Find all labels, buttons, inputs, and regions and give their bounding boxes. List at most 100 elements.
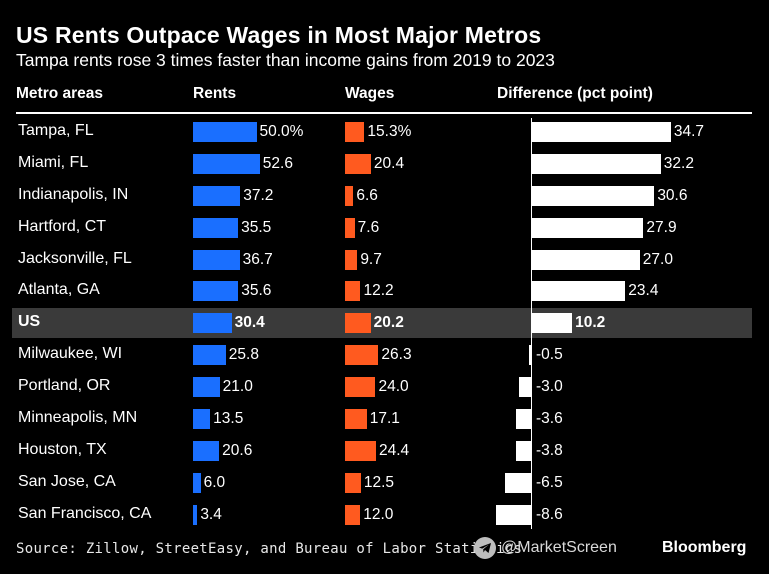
difference-value: -6.5 — [536, 473, 563, 491]
rents-value: 25.8 — [228, 346, 259, 364]
wages-value: 20.2 — [373, 314, 404, 332]
wages-value: 12.0 — [363, 505, 394, 523]
difference-value: 32.2 — [663, 154, 694, 172]
chart-title: US Rents Outpace Wages in Most Major Met… — [16, 22, 542, 48]
difference-value: 34.7 — [673, 122, 704, 140]
rents-value: 21.0 — [222, 378, 253, 396]
row-label: Jacksonville, FL — [18, 249, 132, 267]
difference-value: -3.8 — [536, 441, 563, 459]
rents-value: 13.5 — [213, 410, 244, 428]
rents-bar — [193, 345, 226, 366]
rents-value: 50.0% — [259, 122, 304, 140]
wages-bar — [345, 249, 358, 270]
difference-bar — [531, 217, 644, 238]
rents-bar — [193, 185, 241, 206]
wages-value: 24.0 — [378, 378, 409, 396]
row-label: Tampa, FL — [18, 121, 94, 139]
watermark-text: @MarketScreen — [501, 539, 617, 556]
header-rule — [16, 112, 752, 114]
wages-value: 12.2 — [363, 282, 394, 300]
rents-bar — [193, 281, 239, 302]
rents-bar — [193, 249, 240, 270]
bloomberg-logo: Bloomberg — [662, 539, 747, 556]
difference-bar — [516, 409, 531, 430]
row-label: San Jose, CA — [18, 472, 116, 490]
difference-bar — [528, 345, 531, 366]
row-label: Miami, FL — [18, 153, 89, 171]
wages-bar — [345, 472, 361, 493]
wages-bar — [345, 345, 379, 366]
wages-value: 26.3 — [381, 346, 412, 364]
wages-value: 17.1 — [369, 410, 400, 428]
rents-value: 37.2 — [243, 186, 274, 204]
difference-zero-axis — [531, 118, 532, 529]
difference-value: 30.6 — [657, 186, 688, 204]
wages-bar — [345, 121, 365, 142]
chart-subtitle: Tampa rents rose 3 times faster than inc… — [16, 50, 555, 70]
rents-value: 20.6 — [222, 441, 253, 459]
wages-value: 12.5 — [363, 473, 395, 491]
source-note: Source: Zillow, StreetEasy, and Bureau o… — [16, 541, 523, 557]
rents-bar — [193, 153, 260, 174]
column-header-wages: Wages — [345, 85, 395, 102]
wages-bar — [345, 440, 376, 461]
highlight-band — [12, 308, 752, 339]
difference-bar — [531, 185, 655, 206]
difference-bar — [531, 281, 626, 302]
rents-bar — [193, 313, 232, 334]
wages-bar — [345, 313, 371, 334]
watermark: @MarketScreen — [474, 536, 617, 560]
rents-bar — [193, 472, 201, 493]
wages-value: 15.3% — [367, 122, 412, 140]
difference-bar — [496, 504, 531, 525]
row-label: Milwaukee, WI — [18, 345, 123, 363]
rents-value: 3.4 — [200, 505, 222, 523]
column-header-rents: Rents — [193, 85, 237, 102]
difference-bar — [518, 377, 531, 398]
rents-value: 35.6 — [241, 282, 272, 300]
difference-bar — [531, 249, 640, 270]
telegram-icon — [474, 537, 496, 559]
wages-bar — [345, 217, 355, 238]
difference-value: -0.5 — [536, 346, 563, 364]
wages-value: 6.6 — [356, 186, 378, 204]
wages-bar — [345, 377, 376, 398]
wages-value: 20.4 — [373, 154, 405, 172]
difference-value: 23.4 — [628, 282, 659, 300]
row-label: Atlanta, GA — [18, 281, 100, 299]
difference-value: 27.0 — [642, 250, 673, 268]
rents-value: 6.0 — [203, 473, 226, 491]
row-label: Indianapolis, IN — [18, 185, 129, 203]
difference-bar — [531, 121, 671, 142]
difference-bar — [504, 472, 531, 493]
rents-bar — [193, 377, 220, 398]
wages-bar — [345, 504, 361, 525]
difference-bar — [531, 153, 661, 174]
rents-bar — [193, 121, 257, 142]
wages-value: 24.4 — [378, 441, 410, 459]
difference-value: -3.6 — [536, 410, 563, 428]
rents-value: 36.7 — [242, 250, 273, 268]
rents-bar — [193, 440, 220, 461]
difference-bar — [531, 313, 573, 334]
column-header-metro: Metro areas — [16, 85, 104, 102]
difference-value: -3.0 — [536, 378, 563, 396]
rents-bar — [193, 409, 211, 430]
wages-bar — [345, 153, 371, 174]
difference-value: 27.9 — [646, 218, 677, 236]
wages-bar — [345, 409, 367, 430]
rents-bar — [193, 217, 239, 238]
row-label: Hartford, CT — [18, 217, 107, 235]
row-label: US — [18, 313, 41, 331]
row-label: Minneapolis, MN — [18, 409, 138, 427]
row-label: Houston, TX — [18, 440, 107, 458]
column-header-difference: Difference (pct point) — [497, 85, 653, 102]
row-label: San Francisco, CA — [18, 504, 152, 522]
wages-value: 7.6 — [357, 218, 380, 236]
rents-value: 52.6 — [262, 154, 293, 172]
difference-value: -8.6 — [536, 505, 563, 523]
rents-bar — [193, 504, 198, 525]
difference-value: 10.2 — [575, 314, 606, 332]
rents-value: 35.5 — [241, 218, 272, 236]
difference-bar — [515, 440, 531, 461]
